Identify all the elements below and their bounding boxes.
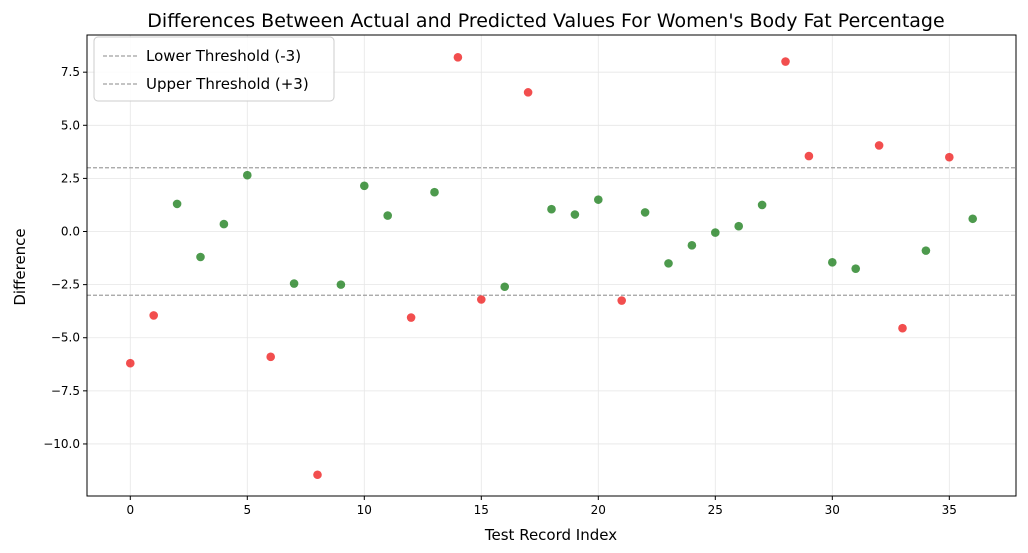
data-point — [757, 200, 767, 210]
data-point — [570, 210, 580, 219]
data-point — [921, 246, 931, 255]
data-point — [266, 352, 275, 362]
data-point — [313, 470, 322, 480]
data-point — [945, 152, 954, 162]
data-point — [196, 252, 205, 262]
data-point — [500, 282, 509, 292]
data-point — [430, 187, 439, 197]
data-point — [242, 170, 252, 180]
chart-title: Differences Between Actual and Predicted… — [147, 10, 944, 32]
x-tick-label: 25 — [708, 503, 723, 517]
points-layer — [125, 53, 978, 480]
data-point — [359, 181, 369, 191]
data-point — [383, 211, 392, 220]
y-tick-label: 7.5 — [61, 65, 80, 79]
data-point — [711, 228, 720, 237]
data-point — [172, 199, 182, 209]
data-point — [523, 88, 533, 97]
data-point — [687, 241, 697, 250]
x-tick-label: 5 — [243, 503, 251, 517]
data-point — [828, 258, 837, 267]
data-point — [336, 280, 346, 289]
data-point — [289, 279, 299, 288]
plot-frame — [86, 34, 1017, 497]
y-tick-label: 5.0 — [61, 118, 80, 132]
data-point — [898, 323, 907, 333]
x-tick-label: 10 — [357, 503, 372, 517]
data-point — [781, 57, 790, 66]
threshold-layer — [87, 167, 1016, 296]
data-point — [149, 311, 158, 320]
data-point — [219, 219, 229, 229]
y-tick-label: −7.5 — [51, 384, 80, 398]
data-point — [851, 264, 861, 273]
x-axis-label: Test Record Index — [484, 526, 617, 544]
y-tick-label: −2.5 — [51, 278, 80, 292]
x-tick-label: 35 — [942, 503, 957, 517]
x-tick-label: 30 — [825, 503, 840, 517]
y-tick-label: −10.0 — [43, 437, 80, 451]
data-point — [640, 208, 650, 217]
data-point — [453, 53, 463, 62]
legend-label-lower: Lower Threshold (-3) — [146, 47, 301, 65]
legend-label-upper: Upper Threshold (+3) — [146, 75, 309, 93]
data-point — [594, 195, 603, 204]
legend-box — [93, 36, 335, 102]
grid-layer — [87, 35, 1016, 496]
x-tick-label: 0 — [126, 503, 134, 517]
x-tick-label: 20 — [591, 503, 606, 517]
y-tick-label: 2.5 — [61, 171, 80, 185]
data-point — [664, 259, 673, 268]
y-tick-label: −5.0 — [51, 331, 80, 345]
data-point — [874, 141, 884, 150]
axes-layer: 0 5 10 15 20 25 30 35 −10.0 −7.5 −5.0 −2.5 0.0 2.5 5.0… — [43, 34, 1017, 517]
data-point — [968, 214, 978, 224]
data-point — [617, 296, 627, 305]
data-point — [734, 221, 744, 231]
y-axis-label: Difference — [11, 228, 29, 305]
legend: Lower Threshold (-3) Upper Threshold (+3… — [93, 36, 335, 102]
data-point — [476, 295, 486, 304]
y-tick-label: 0.0 — [61, 225, 80, 239]
data-point — [406, 313, 416, 322]
data-point — [547, 204, 556, 214]
data-point — [804, 151, 814, 161]
x-tick-label: 15 — [474, 503, 489, 517]
data-point — [125, 358, 135, 368]
